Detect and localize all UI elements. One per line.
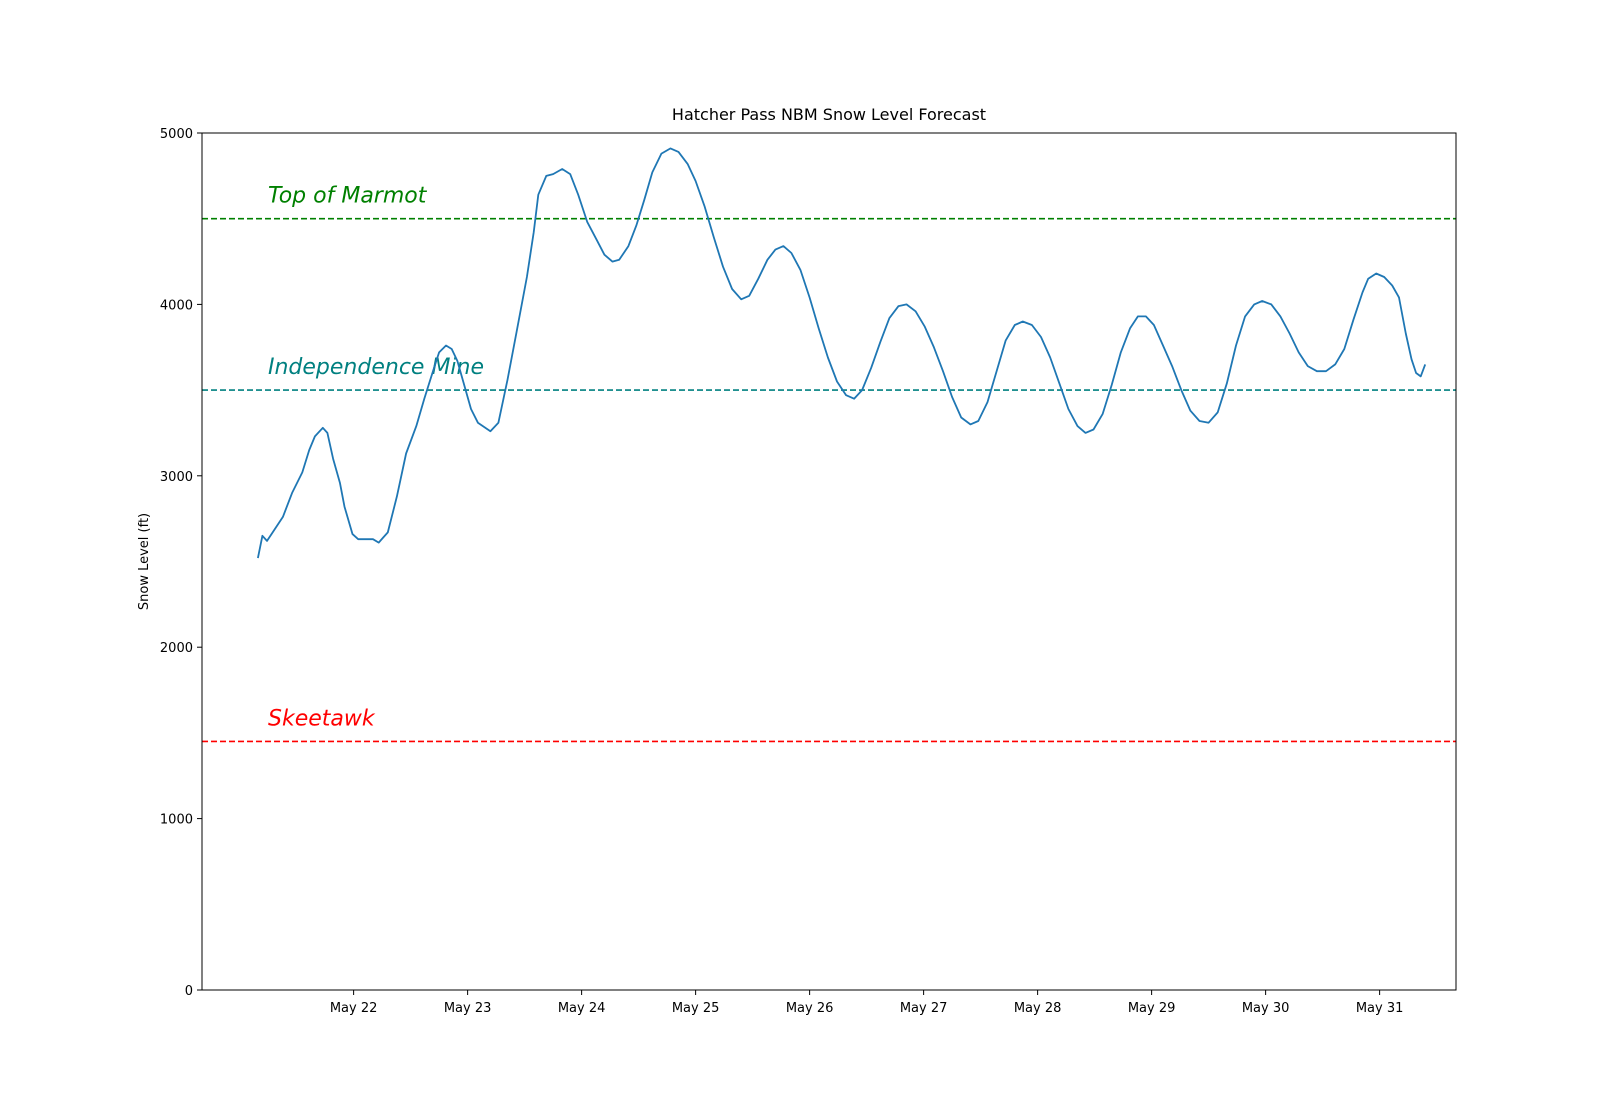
snow-level-series-line [257, 147, 1427, 559]
y-tick-label: 5000 [160, 127, 193, 142]
y-tick-label: 2000 [160, 641, 193, 656]
y-tick-label: 1000 [160, 813, 193, 828]
x-tick-label: May 30 [1242, 1001, 1290, 1016]
x-tick-label: May 22 [330, 1001, 378, 1016]
reference-line-label: Skeetawk [268, 706, 376, 731]
chart-title: Hatcher Pass NBM Snow Level Forecast [672, 105, 986, 124]
series-group [257, 147, 1427, 559]
y-axis-ticks: 0 1000 2000 3000 4000 5000 [160, 127, 202, 999]
plot-frame [201, 132, 1457, 991]
y-axis-label: Snow Level (ft) [137, 513, 152, 610]
x-tick-label: May 25 [672, 1001, 720, 1016]
x-axis-ticks: May 22 May 23 May 24 May 25 May 26 May 27 May … [330, 990, 1404, 1016]
x-tick-label: May 26 [786, 1001, 834, 1016]
reference-lines: Top of Marmot Independence Mine Skeetawk [202, 184, 1456, 743]
reference-line-label: Top of Marmot [268, 184, 428, 209]
y-tick-label: 0 [185, 984, 193, 999]
x-tick-label: May 27 [900, 1001, 948, 1016]
x-tick-label: May 28 [1014, 1001, 1062, 1016]
y-tick-label: 4000 [160, 298, 193, 313]
x-tick-label: May 23 [444, 1001, 492, 1016]
x-tick-label: May 29 [1128, 1001, 1176, 1016]
reference-line-label: Independence Mine [268, 355, 484, 380]
y-tick-label: 3000 [160, 470, 193, 485]
x-tick-label: May 24 [558, 1001, 606, 1016]
x-tick-label: May 31 [1356, 1001, 1404, 1016]
